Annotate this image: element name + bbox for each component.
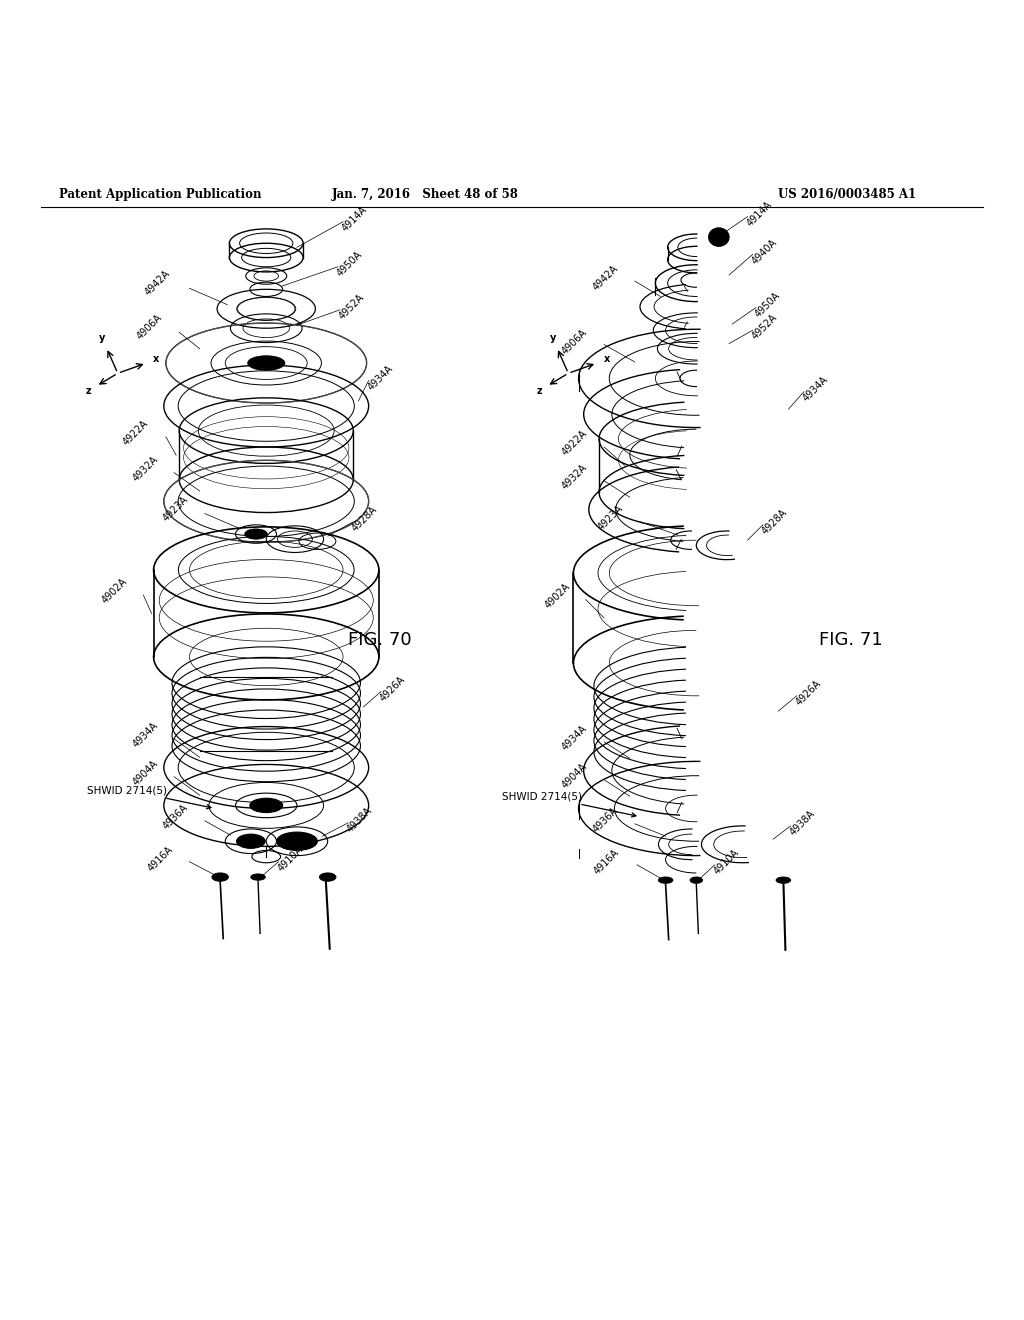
- Text: 4936A: 4936A: [161, 803, 189, 832]
- Text: FIG. 70: FIG. 70: [348, 631, 412, 648]
- Text: 4952A: 4952A: [750, 313, 779, 342]
- Text: 4923A: 4923A: [161, 494, 189, 523]
- Text: 4938A: 4938A: [345, 805, 374, 834]
- Text: US 2016/0003485 A1: US 2016/0003485 A1: [778, 187, 916, 201]
- Text: 4932A: 4932A: [131, 454, 160, 483]
- Text: Patent Application Publication: Patent Application Publication: [59, 187, 262, 201]
- Text: 4914A: 4914A: [744, 199, 773, 228]
- Text: 4926A: 4926A: [378, 675, 407, 704]
- Ellipse shape: [658, 876, 673, 883]
- Text: 4938A: 4938A: [787, 808, 816, 837]
- Ellipse shape: [251, 874, 265, 880]
- Ellipse shape: [776, 876, 791, 883]
- Text: 4910A: 4910A: [712, 847, 740, 876]
- Text: 4940A: 4940A: [750, 236, 778, 265]
- Text: x: x: [604, 355, 610, 364]
- Ellipse shape: [248, 356, 285, 370]
- Text: 4916A: 4916A: [592, 847, 621, 876]
- Text: 4916A: 4916A: [145, 843, 174, 874]
- Text: 4904A: 4904A: [560, 762, 589, 791]
- Text: 4950A: 4950A: [753, 290, 781, 319]
- Text: 4928A: 4928A: [760, 507, 788, 536]
- Text: 4922A: 4922A: [121, 418, 151, 447]
- Text: x: x: [154, 355, 160, 364]
- Text: 4926A: 4926A: [794, 678, 822, 708]
- Ellipse shape: [709, 228, 729, 247]
- Text: 4902A: 4902A: [100, 577, 129, 606]
- Text: 4904A: 4904A: [131, 758, 160, 787]
- Text: 4922A: 4922A: [560, 428, 590, 458]
- Ellipse shape: [212, 873, 228, 882]
- Text: SHWID 2714(5): SHWID 2714(5): [502, 791, 636, 817]
- Text: 4952A: 4952A: [337, 292, 367, 321]
- Text: 4942A: 4942A: [591, 264, 620, 293]
- Text: FIG. 71: FIG. 71: [819, 631, 883, 648]
- Text: 4936A: 4936A: [591, 805, 620, 834]
- Ellipse shape: [237, 834, 265, 849]
- Text: y: y: [99, 334, 105, 343]
- Text: 4934A: 4934A: [131, 721, 160, 750]
- Ellipse shape: [319, 873, 336, 882]
- Text: 4910A: 4910A: [275, 843, 304, 874]
- Ellipse shape: [690, 876, 702, 883]
- Ellipse shape: [245, 529, 267, 539]
- Text: 4942A: 4942A: [143, 268, 172, 298]
- Text: 4950A: 4950A: [335, 249, 364, 279]
- Text: z: z: [537, 385, 542, 396]
- Text: SHWID 2714(5): SHWID 2714(5): [87, 785, 211, 809]
- Text: 4934A: 4934A: [801, 374, 829, 403]
- Text: 4928A: 4928A: [350, 504, 379, 533]
- Text: Jan. 7, 2016   Sheet 48 of 58: Jan. 7, 2016 Sheet 48 of 58: [332, 187, 518, 201]
- Text: 4906A: 4906A: [560, 327, 589, 356]
- Text: 4934A: 4934A: [560, 723, 589, 752]
- Text: y: y: [550, 334, 556, 343]
- Text: 4902A: 4902A: [543, 581, 571, 610]
- Text: 4932A: 4932A: [560, 462, 589, 491]
- Ellipse shape: [276, 832, 317, 850]
- Text: 4914A: 4914A: [340, 205, 369, 234]
- Text: 4934A: 4934A: [366, 363, 394, 392]
- Text: 4923A: 4923A: [596, 503, 625, 532]
- Ellipse shape: [250, 799, 283, 813]
- Text: 4906A: 4906A: [135, 313, 164, 342]
- Text: z: z: [86, 385, 91, 396]
